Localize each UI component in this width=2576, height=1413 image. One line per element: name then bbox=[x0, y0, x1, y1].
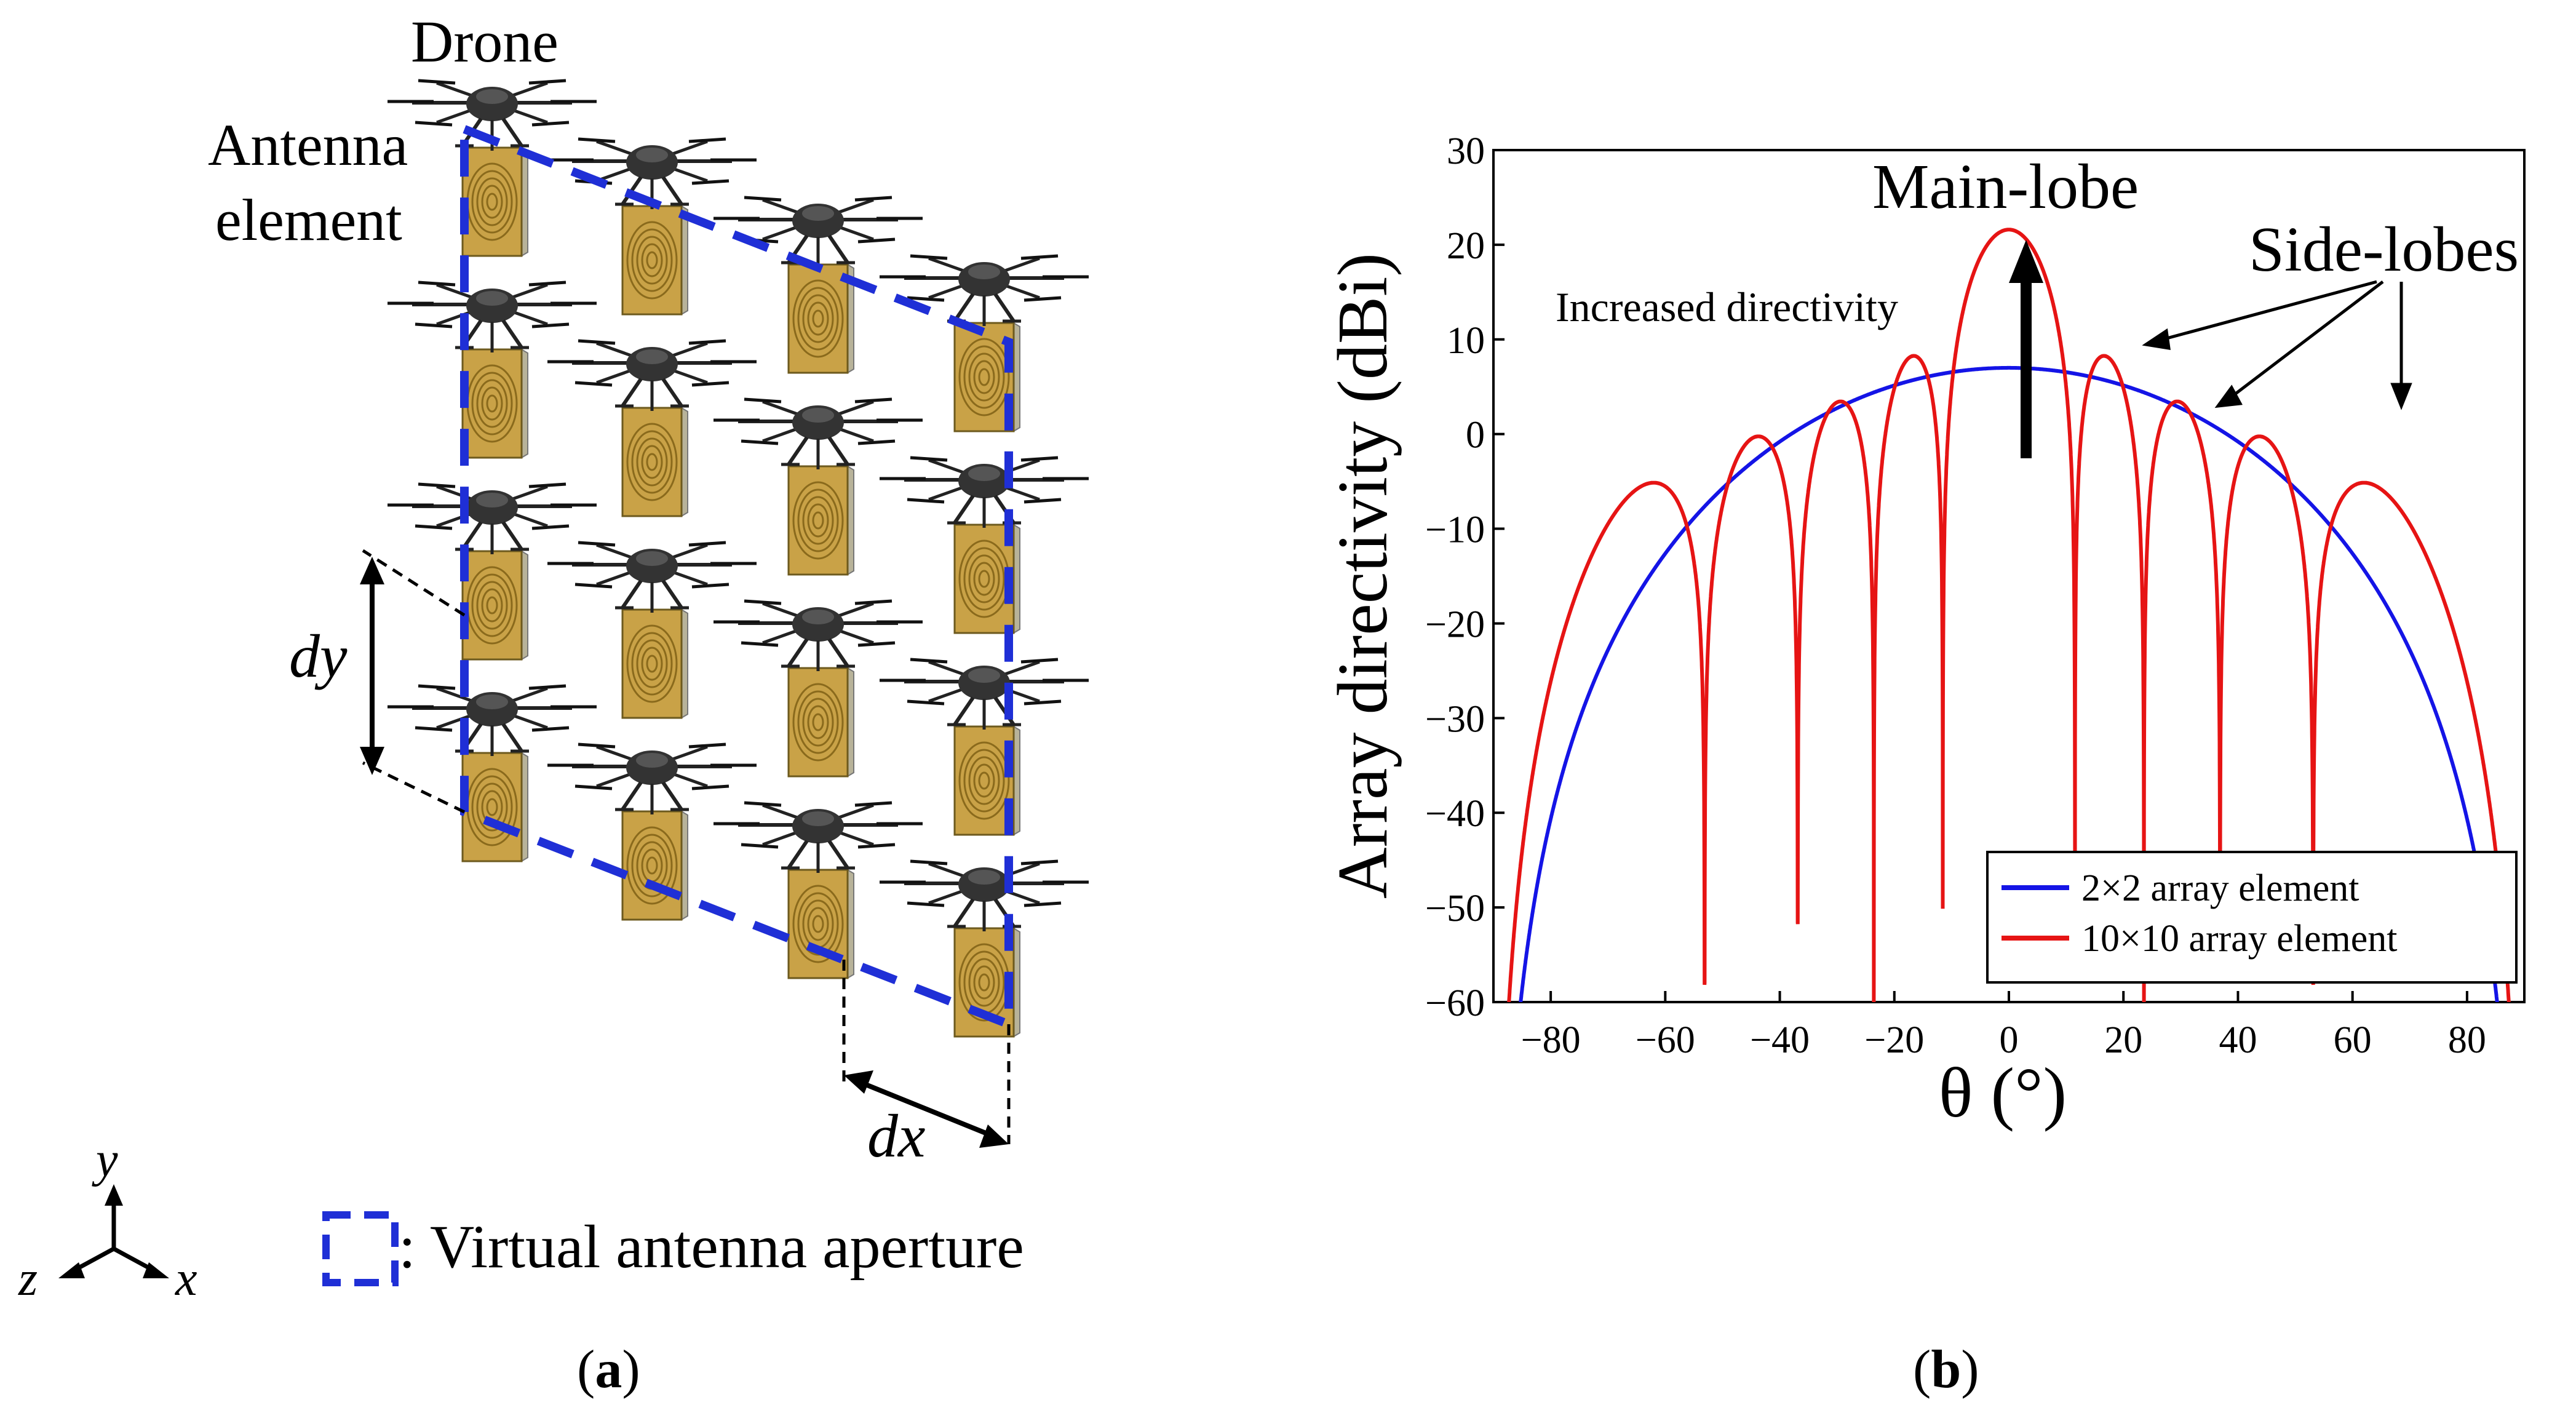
directivity-chart: −80 −60 −40 −20 0 20 40 60 80 −60 −50 −40 −30 −20 −10 0… bbox=[1324, 130, 2526, 1399]
axis-x-label: x bbox=[175, 1252, 197, 1306]
drone-antenna-unit bbox=[714, 399, 923, 576]
drone-antenna-unit bbox=[714, 601, 923, 778]
directivity-arrow bbox=[2009, 240, 2043, 458]
x-tick-label: −80 bbox=[1521, 1019, 1581, 1061]
x-tick-label: −40 bbox=[1750, 1019, 1810, 1061]
dx-dimension bbox=[842, 960, 1011, 1148]
drone-antenna-unit bbox=[388, 81, 597, 257]
antenna-element-label-line2: element bbox=[215, 187, 402, 253]
patch-antenna-icon bbox=[461, 146, 529, 257]
drone-icon bbox=[388, 282, 597, 352]
legend-box bbox=[1986, 851, 2518, 984]
drone-icon bbox=[714, 399, 923, 469]
drone-icon bbox=[714, 601, 923, 671]
drone-antenna-unit bbox=[547, 744, 757, 921]
patch-antenna-icon bbox=[461, 550, 529, 661]
caption-b-letter: b bbox=[1931, 1340, 1961, 1399]
main-lobe-annotation: Main-lobe bbox=[1872, 151, 2139, 222]
drone-icon bbox=[547, 543, 757, 613]
panel-a-illustration: dy dx Drone Antenna element y z x : Virt… bbox=[18, 9, 1288, 1399]
drone-antenna-unit bbox=[547, 139, 757, 316]
caption-a-letter: a bbox=[595, 1340, 622, 1399]
series-line-1 bbox=[1507, 228, 2511, 1002]
y-tick-label: 0 bbox=[1466, 415, 1485, 456]
caption-b: (b) bbox=[1913, 1340, 1979, 1399]
chart-legend: 2×2 array element 10×10 array element bbox=[1986, 851, 2518, 984]
drone-label: Drone bbox=[411, 9, 559, 74]
drone-icon bbox=[388, 686, 597, 756]
drone-icon bbox=[880, 861, 1089, 931]
series-line-0 bbox=[1519, 365, 2499, 1002]
y-tick-label: −50 bbox=[1425, 888, 1485, 929]
x-tick-label: 60 bbox=[2334, 1019, 2372, 1061]
patch-antenna-icon bbox=[461, 752, 529, 862]
side-lobe-arrows bbox=[2142, 280, 2412, 410]
drone-antenna-unit bbox=[880, 256, 1089, 432]
drone-antenna-unit bbox=[388, 686, 597, 862]
axis-ticks: −80 −60 −40 −20 0 20 40 60 80 −60 −50 −40 −30 −20 −10 0… bbox=[1425, 130, 2486, 1061]
axis-z-label: z bbox=[18, 1252, 38, 1306]
x-tick-label: −60 bbox=[1636, 1019, 1695, 1061]
drone-antenna-unit bbox=[547, 543, 757, 719]
patch-antenna-icon bbox=[461, 348, 529, 459]
drone-antenna-unit bbox=[880, 458, 1089, 634]
y-tick-label: −40 bbox=[1425, 793, 1485, 835]
patch-antenna-icon bbox=[621, 608, 689, 719]
drone-icon bbox=[547, 341, 757, 411]
y-tick-label: −10 bbox=[1425, 509, 1485, 551]
drone-antenna-unit bbox=[388, 282, 597, 459]
y-tick-label: −20 bbox=[1425, 603, 1485, 645]
drone-icon bbox=[714, 197, 923, 268]
side-lobes-annotation: Side-lobes bbox=[2249, 214, 2519, 285]
patch-antenna-icon bbox=[787, 465, 855, 576]
drone-antenna-unit bbox=[714, 197, 923, 374]
antenna-element-label-line1: Antenna bbox=[208, 112, 408, 178]
drone-icon bbox=[388, 484, 597, 554]
x-tick-label: −20 bbox=[1864, 1019, 1924, 1061]
drone-icon bbox=[880, 256, 1089, 326]
coordinate-axes-icon bbox=[58, 1184, 169, 1278]
drone-icon bbox=[880, 659, 1089, 730]
patch-antenna-icon bbox=[621, 407, 689, 517]
x-tick-label: 0 bbox=[2000, 1019, 2019, 1061]
drone-antenna-unit bbox=[880, 659, 1089, 836]
dy-dimension bbox=[360, 549, 466, 814]
drone-antenna-unit bbox=[547, 341, 757, 517]
aperture-legend-text: : Virtual antenna aperture bbox=[399, 1212, 1024, 1281]
legend-label-series-0: 2×2 array element bbox=[2081, 867, 2359, 909]
y-tick-label: 30 bbox=[1447, 130, 1485, 172]
chart-series bbox=[1507, 228, 2511, 1002]
patch-antenna-icon bbox=[621, 205, 689, 316]
y-tick-label: −30 bbox=[1425, 698, 1485, 740]
y-axis-label: Array directivity (dBi) bbox=[1324, 253, 1402, 899]
drone-icon bbox=[880, 458, 1089, 528]
axis-y-label: y bbox=[92, 1133, 118, 1187]
dx-label: dx bbox=[867, 1102, 925, 1170]
x-tick-label: 20 bbox=[2104, 1019, 2142, 1061]
patch-antenna-icon bbox=[787, 667, 855, 778]
dy-label: dy bbox=[289, 622, 348, 690]
x-axis-label: θ (°) bbox=[1939, 1054, 2067, 1132]
patch-antenna-icon bbox=[621, 810, 689, 921]
virtual-aperture-outline bbox=[460, 122, 1013, 1031]
drone-icon bbox=[547, 744, 757, 814]
aperture-legend-swatch bbox=[322, 1211, 399, 1286]
caption-a: (a) bbox=[577, 1340, 640, 1399]
drone-icon bbox=[714, 803, 923, 873]
y-tick-label: 20 bbox=[1447, 225, 1485, 267]
x-tick-label: 40 bbox=[2219, 1019, 2257, 1061]
increased-directivity-annotation: Increased directivity bbox=[1556, 284, 1898, 330]
drone-antenna-array bbox=[388, 81, 1089, 1038]
drone-antenna-unit bbox=[388, 484, 597, 661]
x-tick-label: 80 bbox=[2448, 1019, 2486, 1061]
y-tick-label: −60 bbox=[1425, 982, 1485, 1024]
legend-label-series-1: 10×10 array element bbox=[2081, 918, 2398, 960]
y-tick-label: 10 bbox=[1447, 320, 1485, 362]
